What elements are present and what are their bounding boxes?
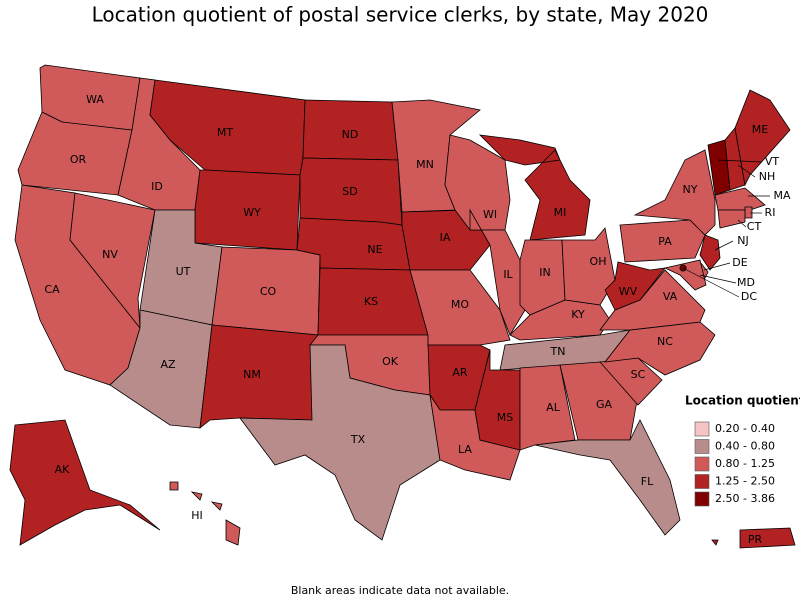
state-label: WI: [483, 208, 497, 221]
legend-swatch: [694, 456, 710, 472]
state-label: TN: [550, 345, 566, 358]
state-label: PR: [748, 533, 763, 546]
state-label: AK: [55, 463, 71, 476]
state-label: OH: [590, 255, 607, 268]
state-label: AL: [546, 401, 561, 414]
states: [9, 64, 796, 549]
state-label: MD: [737, 276, 755, 289]
legend-label: 0.80 - 1.25: [715, 457, 775, 470]
state-label: DC: [741, 290, 757, 303]
state: [604, 261, 666, 311]
state: [717, 209, 746, 229]
state-label: NJ: [737, 234, 748, 247]
state-label: LA: [458, 443, 472, 456]
state-label: MN: [416, 158, 434, 171]
state-label: WV: [619, 285, 638, 298]
legend-label: 0.20 - 0.40: [715, 422, 775, 435]
state-label: UT: [176, 265, 191, 278]
state-label: NV: [102, 248, 118, 261]
state-label: CT: [747, 220, 762, 233]
state: [714, 187, 766, 211]
state-label: WA: [86, 93, 104, 106]
state: [633, 149, 716, 236]
state-label: IL: [503, 268, 513, 281]
legend-swatch: [694, 439, 710, 454]
state: [409, 269, 511, 346]
state-label: CO: [260, 285, 277, 298]
state-label: NY: [683, 183, 698, 196]
state-label: OK: [382, 355, 399, 368]
state-label: GA: [596, 398, 613, 411]
state-label: WY: [243, 206, 261, 219]
state: [9, 419, 161, 546]
state-label: SD: [342, 185, 357, 198]
state-label: NM: [243, 368, 261, 381]
legend-label: 1.25 - 2.50: [715, 475, 775, 488]
legend-label: 0.40 - 0.80: [715, 440, 775, 453]
state-label: NH: [759, 170, 776, 183]
state-label: AR: [452, 366, 468, 379]
state-label: TX: [350, 433, 366, 446]
state-label: OR: [70, 153, 87, 166]
state-label: IA: [440, 231, 451, 244]
state-label: MA: [773, 189, 790, 202]
state-label: VT: [765, 155, 780, 168]
state-label: IN: [539, 266, 550, 279]
state-label: DE: [732, 256, 747, 269]
state-label: SC: [631, 368, 646, 381]
state-label: KS: [364, 295, 378, 308]
state: [663, 259, 707, 291]
state: [711, 527, 796, 549]
state-label: MO: [451, 298, 469, 311]
state: [478, 134, 591, 241]
state: [534, 419, 681, 536]
state-label: MT: [217, 126, 233, 139]
state-label: ME: [752, 123, 768, 136]
state: [169, 481, 241, 546]
legend-swatch: [694, 474, 710, 489]
state-label: PA: [658, 235, 672, 248]
state-label: AZ: [160, 358, 176, 371]
state-label: VA: [663, 290, 678, 303]
state: [619, 219, 706, 263]
legend-swatch: [694, 421, 710, 437]
legend-title: Location quotient: [685, 394, 800, 408]
state-label: MI: [554, 206, 567, 219]
footnote: Blank areas indicate data not available.: [291, 584, 509, 597]
state: [699, 234, 721, 271]
legend-label: 2.50 - 3.86: [715, 492, 775, 505]
state-label: ID: [151, 180, 163, 193]
legend-swatch: [694, 491, 710, 507]
title: Location quotient of postal service cler…: [92, 3, 709, 27]
state-label: ND: [342, 128, 359, 141]
state-label: NE: [367, 243, 382, 256]
state-label: KY: [571, 308, 585, 321]
leader-lines: [682, 159, 770, 298]
state-label: FL: [641, 475, 654, 488]
state-label: HI: [191, 509, 203, 522]
state: [239, 344, 441, 541]
state: [744, 206, 753, 219]
state-label: RI: [765, 206, 776, 219]
state-label: CA: [44, 283, 60, 296]
state-label: MS: [497, 411, 513, 424]
state: [69, 192, 156, 330]
state-label: NC: [657, 335, 673, 348]
state: [509, 299, 611, 341]
